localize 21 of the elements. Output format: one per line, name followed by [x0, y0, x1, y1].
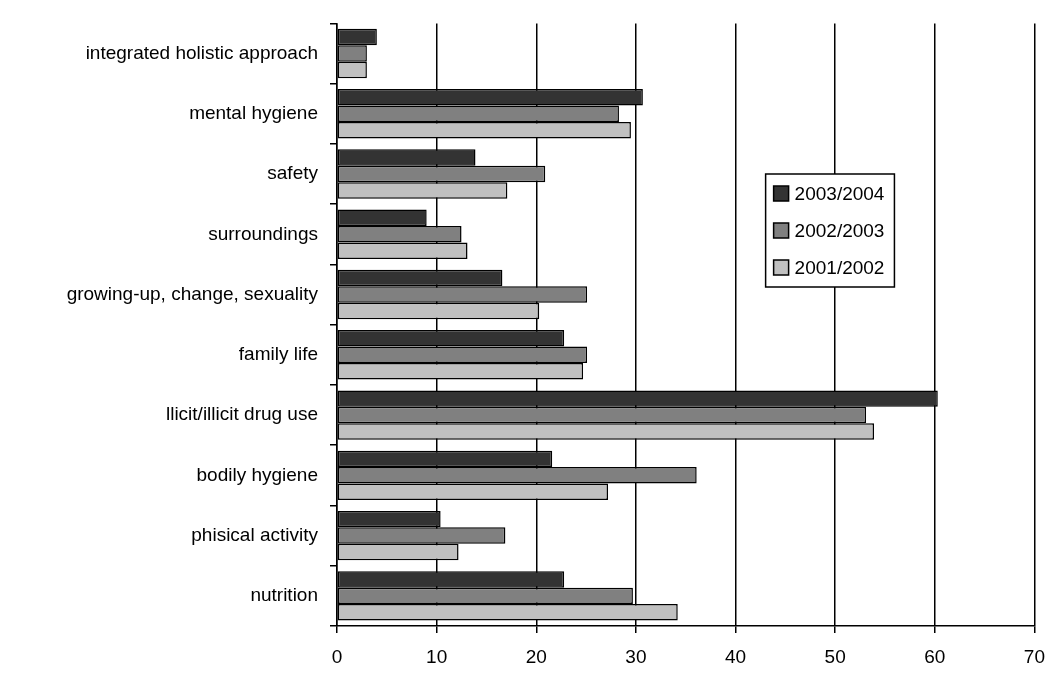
legend-label: 2003/2004	[794, 182, 885, 204]
x-tick-label: 10	[426, 645, 448, 667]
x-tick-label: 0	[331, 645, 343, 667]
y-tick-label: mental hygiene	[189, 102, 318, 124]
x-tick-label: 30	[625, 645, 647, 667]
y-tick-label: bodily hygiene	[196, 463, 318, 485]
y-tick-label: phisical activity	[191, 523, 319, 545]
y-tick-label: growing-up, change, sexuality	[66, 282, 319, 304]
y-tick-label: family life	[238, 343, 318, 365]
x-tick-label: 70	[1023, 645, 1045, 667]
y-tick-label: safety	[267, 162, 319, 184]
legend-label: 2002/2003	[794, 219, 885, 241]
legend-label: 2001/2002	[794, 256, 885, 278]
x-tick-label: 60	[924, 645, 946, 667]
y-tick-label: llicit/illicit drug use	[165, 403, 318, 425]
x-tick-label: 50	[824, 645, 846, 667]
x-tick-label: 40	[724, 645, 747, 667]
y-tick-label: nutrition	[250, 584, 318, 606]
x-tick-label: 20	[525, 645, 547, 667]
y-tick-label: surroundings	[208, 222, 318, 244]
y-tick-label: integrated holistic approach	[85, 41, 318, 63]
